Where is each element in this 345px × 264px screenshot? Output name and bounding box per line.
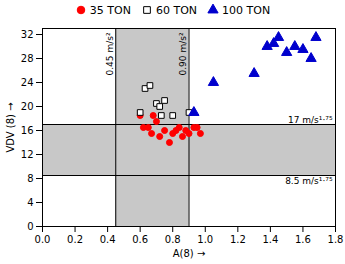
svg-text:A(8) →: A(8) → [173,248,206,259]
svg-text:1.4: 1.4 [262,234,278,245]
svg-text:0.45 m/s²: 0.45 m/s² [105,32,115,75]
svg-text:0.8: 0.8 [165,234,181,245]
svg-text:VDV (8) →: VDV (8) → [5,102,16,152]
svg-text:12: 12 [21,149,34,160]
svg-text:1.6: 1.6 [295,234,311,245]
svg-text:32: 32 [21,29,34,40]
svg-text:0.2: 0.2 [67,234,83,245]
svg-text:17 m/s¹·⁷⁵: 17 m/s¹·⁷⁵ [288,115,333,125]
svg-text:8.5 m/s¹·⁷⁵: 8.5 m/s¹·⁷⁵ [285,176,333,186]
html-text:100 TON: 100 TON [222,3,271,17]
svg-text:1.8: 1.8 [328,234,344,245]
svg-text:1.0: 1.0 [197,234,213,245]
svg-text:8: 8 [27,173,33,184]
html-text:35 TON: 35 TON [89,3,131,17]
svg-text:28: 28 [21,53,34,64]
svg-text:16: 16 [21,125,34,136]
svg-text:24: 24 [21,77,34,88]
svg-text:1.2: 1.2 [230,234,246,245]
svg-text:0.6: 0.6 [132,234,148,245]
html-text:60 TON: 60 TON [155,3,197,17]
svg-text:0.4: 0.4 [100,234,116,245]
svg-text:20: 20 [21,101,34,112]
svg-text:0: 0 [27,221,33,232]
svg-text:0.0: 0.0 [35,234,51,245]
svg-text:4: 4 [27,197,33,208]
svg-text:0.90 m/s²: 0.90 m/s² [178,32,188,75]
